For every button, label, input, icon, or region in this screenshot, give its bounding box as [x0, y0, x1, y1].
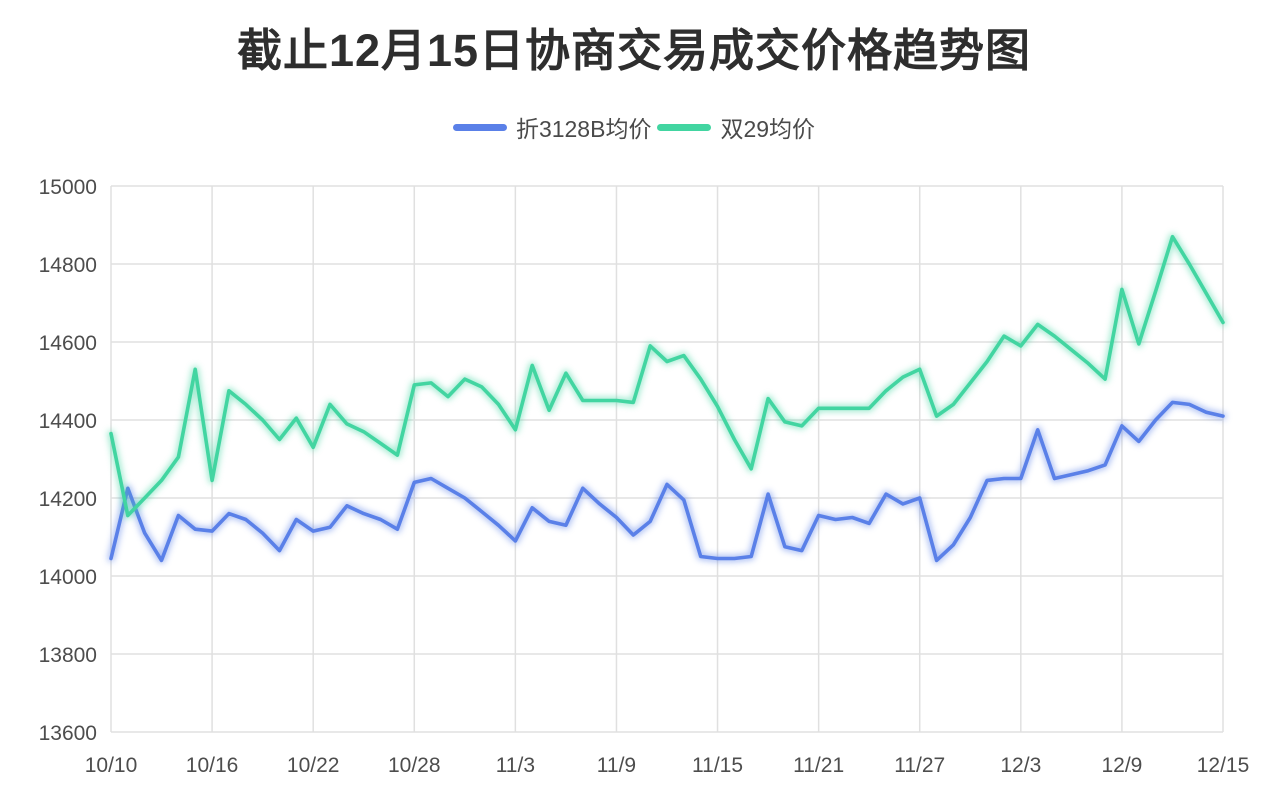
series-line-0: [109, 400, 1225, 563]
y-axis-labels: 13600 13800 14000 14200 14400 14600 14800 15000: [39, 176, 97, 745]
series-lines: [107, 233, 1227, 564]
x-tick-label: 10/16: [186, 754, 239, 777]
x-tick-label: 12/3: [1000, 754, 1041, 777]
x-tick-label: 11/9: [597, 754, 636, 777]
x-axis-labels: 10/10 10/16 10/22 10/28 11/3 11/9 11/15 11/21 11…: [85, 754, 1250, 777]
series-glow-0: [107, 398, 1227, 564]
y-tick-label: 14800: [39, 254, 97, 277]
y-tick-label: 13600: [39, 722, 97, 745]
legend-swatch-green: [657, 123, 712, 131]
gridlines: [110, 185, 1224, 733]
series-line-1: [109, 234, 1225, 518]
x-tick-label: 11/3: [496, 754, 535, 777]
x-tick-label: 10/10: [85, 754, 138, 777]
x-tick-label: 10/22: [287, 754, 340, 777]
y-tick-label: 14600: [39, 332, 97, 355]
x-tick-label: 11/21: [793, 754, 844, 777]
y-tick-label: 14200: [39, 488, 97, 511]
y-tick-label: 14400: [39, 410, 97, 433]
y-tick-label: 14000: [39, 566, 97, 589]
x-tick-label: 12/9: [1101, 754, 1142, 777]
x-tick-label: 11/15: [692, 754, 743, 777]
chart-title: 截止12月15日协商交易成交价格趋势图: [236, 25, 1032, 76]
legend-item-shuang29[interactable]: 双29均价: [657, 110, 815, 144]
x-tick-label: 11/27: [894, 754, 945, 777]
legend-label-3128b: 折3128B均价: [515, 116, 652, 142]
y-tick-label: 13800: [39, 644, 97, 667]
y-tick-label: 15000: [39, 176, 97, 199]
x-tick-label: 10/28: [388, 754, 441, 777]
legend: 折3128B均价 双29均价: [0, 110, 1268, 144]
legend-swatch-blue: [452, 123, 507, 131]
legend-item-3128b[interactable]: 折3128B均价: [452, 110, 652, 144]
legend-label-shuang29: 双29均价: [720, 116, 816, 142]
x-tick-label: 12/15: [1197, 754, 1250, 777]
